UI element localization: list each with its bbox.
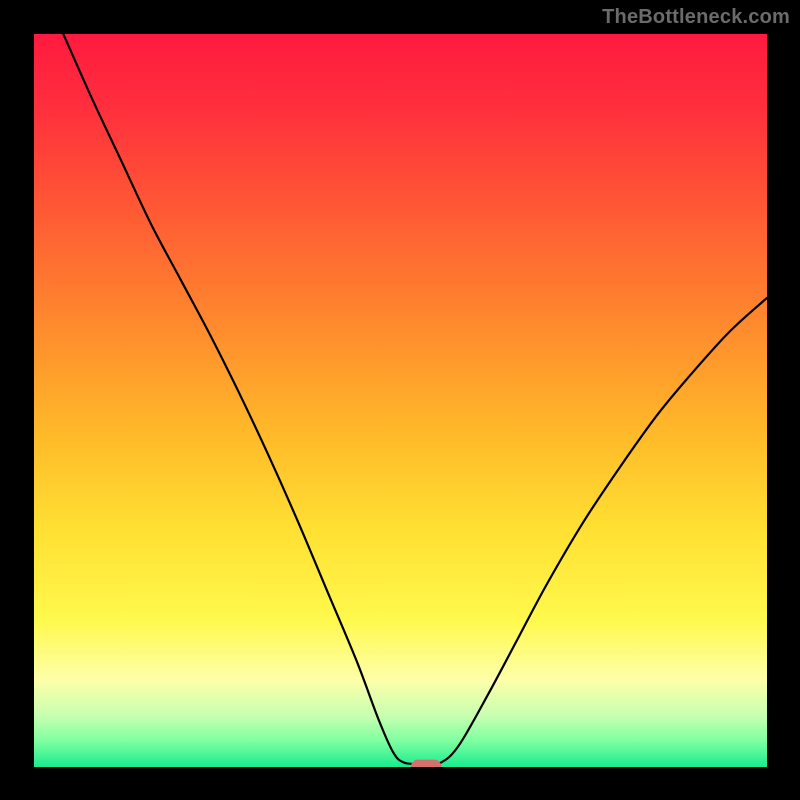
chart-background <box>34 34 767 767</box>
figure-root: TheBottleneck.com <box>0 0 800 800</box>
bottleneck-curve-chart <box>34 34 767 767</box>
optimal-marker <box>411 760 442 767</box>
watermark-text: TheBottleneck.com <box>602 6 790 29</box>
